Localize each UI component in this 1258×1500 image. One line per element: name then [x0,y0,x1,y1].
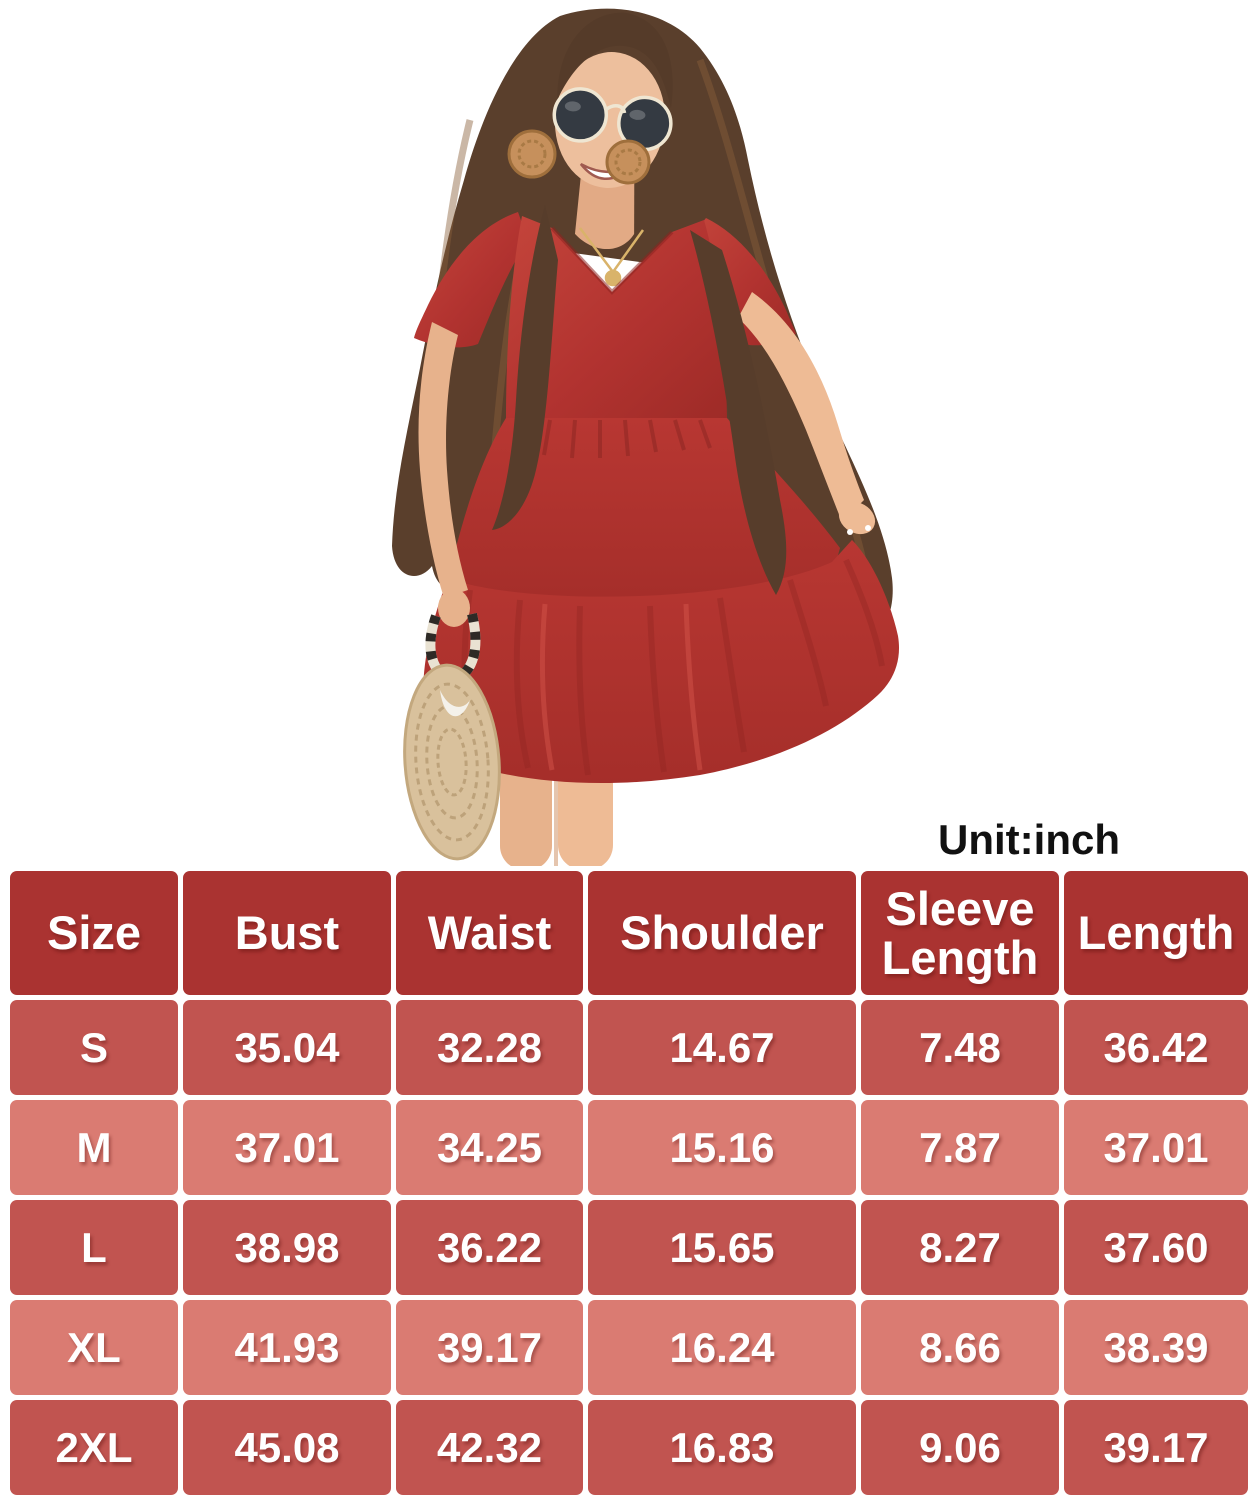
cell-bust: 41.93 [183,1300,391,1395]
cell-length: 37.01 [1064,1100,1248,1195]
cell-waist: 36.22 [396,1200,583,1295]
cell-shoulder: 15.65 [588,1200,856,1295]
col-header-waist: Waist [396,871,583,995]
product-photo [392,8,900,870]
col-header-size: Size [10,871,178,995]
cell-size: S [10,1000,178,1095]
cell-shoulder: 15.16 [588,1100,856,1195]
cell-bust: 45.08 [183,1400,391,1495]
cell-size: 2XL [10,1400,178,1495]
col-header-sleeve-length: Sleeve Length [861,871,1059,995]
table-row-s: S 35.04 32.28 14.67 7.48 36.42 [10,1000,1248,1095]
table-row-2xl: 2XL 45.08 42.32 16.83 9.06 39.17 [10,1400,1248,1495]
cell-size: L [10,1200,178,1295]
cell-waist: 39.17 [396,1300,583,1395]
cell-length: 39.17 [1064,1400,1248,1495]
necklace [579,227,645,287]
cell-bust: 38.98 [183,1200,391,1295]
model-hair-front [492,205,787,595]
cell-waist: 34.25 [396,1100,583,1195]
cell-shoulder: 14.67 [588,1000,856,1095]
straw-bag [403,598,501,861]
cell-sleeve-length: 8.27 [861,1200,1059,1295]
table-header-row: Size Bust Waist Shoulder Sleeve Length L… [10,871,1248,995]
table-row-m: M 37.01 34.25 15.16 7.87 37.01 [10,1100,1248,1195]
cell-length: 36.42 [1064,1000,1248,1095]
col-header-shoulder: Shoulder [588,871,856,995]
sunglasses [552,87,673,152]
cell-sleeve-length: 7.87 [861,1100,1059,1195]
size-chart-table: Size Bust Waist Shoulder Sleeve Length L… [5,866,1253,1500]
cell-shoulder: 16.83 [588,1400,856,1495]
col-header-length: Length [1064,871,1248,995]
cell-waist: 32.28 [396,1000,583,1095]
cell-length: 37.60 [1064,1200,1248,1295]
cell-sleeve-length: 7.48 [861,1000,1059,1095]
rattan-earrings [507,129,651,185]
cell-waist: 42.32 [396,1400,583,1495]
unit-label: Unit:inch [938,816,1120,863]
cell-bust: 37.01 [183,1100,391,1195]
model-arm-right [738,292,876,535]
model-illustration [392,8,900,870]
col-header-bust: Bust [183,871,391,995]
cell-size: M [10,1100,178,1195]
cell-sleeve-length: 9.06 [861,1400,1059,1495]
cell-bust: 35.04 [183,1000,391,1095]
cell-sleeve-length: 8.66 [861,1300,1059,1395]
cell-length: 38.39 [1064,1300,1248,1395]
cell-size: XL [10,1300,178,1395]
cell-shoulder: 16.24 [588,1300,856,1395]
table-row-l: L 38.98 36.22 15.65 8.27 37.60 [10,1200,1248,1295]
table-row-xl: XL 41.93 39.17 16.24 8.66 38.39 [10,1300,1248,1395]
